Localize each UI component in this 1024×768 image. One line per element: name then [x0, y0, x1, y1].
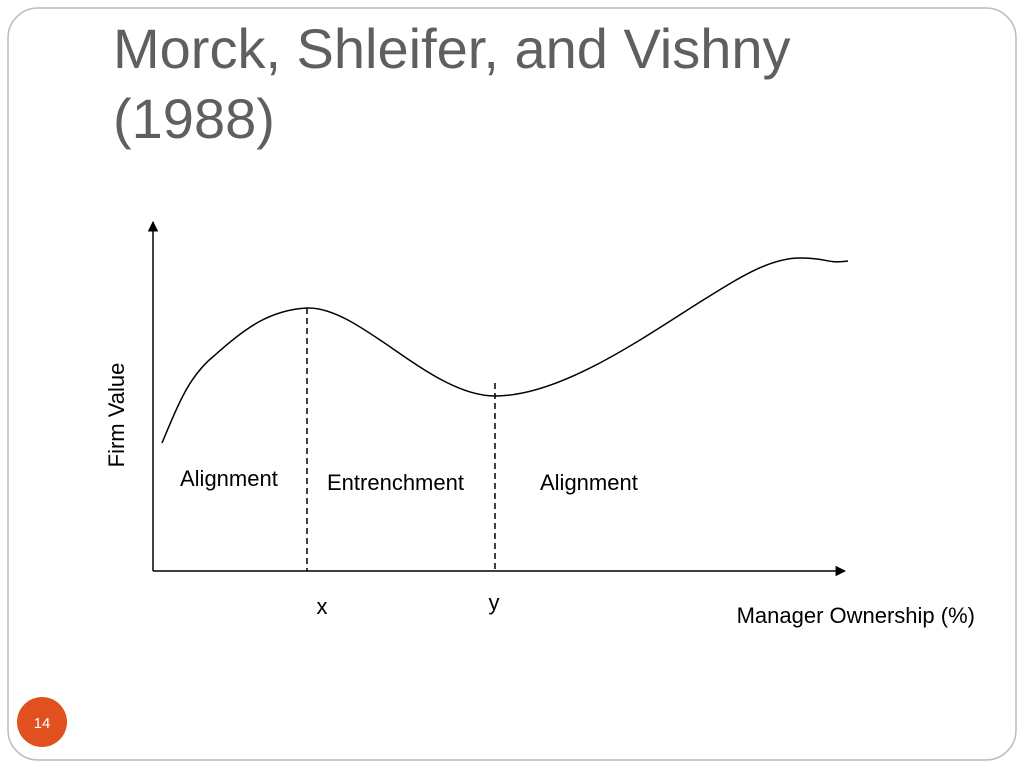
threshold-label: y: [489, 590, 500, 615]
slide-title: Morck, Shleifer, and Vishny (1988): [113, 17, 791, 150]
slide-frame: [7, 7, 1017, 761]
region-label: Alignment: [540, 470, 638, 495]
slide-number-badge: [17, 697, 67, 747]
y-axis-label: Firm Value: [104, 363, 129, 468]
x-axis-label: Manager Ownership (%): [737, 603, 975, 628]
region-label: Entrenchment: [327, 470, 464, 495]
slide-number: 14: [34, 715, 51, 732]
firm-value-curve: [161, 257, 849, 444]
threshold-label: x: [317, 594, 328, 619]
region-label: Alignment: [180, 466, 278, 491]
